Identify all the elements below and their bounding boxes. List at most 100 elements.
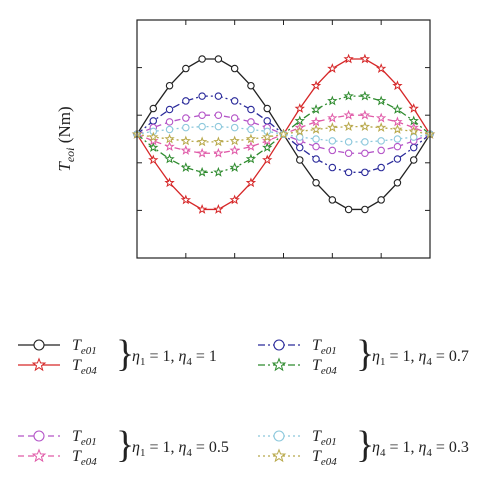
legend-eq-symbol: η bbox=[178, 348, 186, 365]
data-point bbox=[361, 205, 369, 214]
legend-eq-symbol: η bbox=[132, 439, 140, 456]
data-point bbox=[180, 194, 191, 205]
data-point bbox=[408, 103, 419, 113]
data-point bbox=[359, 121, 371, 132]
data-point bbox=[229, 194, 240, 205]
data-point bbox=[409, 133, 418, 141]
data-point bbox=[230, 97, 239, 105]
data-point bbox=[328, 137, 337, 145]
data-point bbox=[262, 135, 273, 146]
legend-brace: } bbox=[356, 424, 374, 466]
data-point bbox=[164, 153, 175, 164]
legend-symbol-subscript: e01 bbox=[321, 436, 337, 448]
legend-marker bbox=[273, 430, 285, 442]
legend-eq-text: = 1, bbox=[385, 348, 418, 365]
data-point bbox=[213, 147, 224, 158]
legend-marker bbox=[31, 357, 47, 372]
data-point bbox=[393, 142, 402, 151]
data-point bbox=[393, 155, 402, 163]
data-point bbox=[343, 90, 354, 101]
data-point bbox=[214, 92, 223, 100]
data-point bbox=[164, 177, 175, 188]
legend-eq-symbol: η bbox=[372, 439, 380, 456]
data-point bbox=[344, 168, 353, 177]
series-te01-group1 bbox=[133, 55, 434, 214]
data-point bbox=[343, 121, 354, 132]
legend-eq-text: = 1 bbox=[192, 348, 217, 365]
data-point bbox=[198, 122, 206, 131]
legend-eq-subscript: 1 bbox=[380, 356, 386, 368]
legend-marker bbox=[33, 339, 45, 351]
series-te04-group4 bbox=[131, 121, 436, 147]
data-point bbox=[182, 64, 190, 73]
data-point bbox=[247, 81, 255, 90]
data-point bbox=[180, 144, 191, 155]
data-point bbox=[198, 111, 206, 119]
data-point bbox=[359, 109, 371, 120]
data-point bbox=[164, 133, 175, 144]
data-point bbox=[148, 135, 159, 146]
legend-symbol: Te04 bbox=[312, 357, 337, 377]
legend-brace: } bbox=[356, 333, 374, 375]
data-point bbox=[247, 105, 255, 114]
legend-marker bbox=[273, 339, 285, 351]
data-point bbox=[392, 116, 403, 127]
legend-symbol-main: T bbox=[72, 428, 82, 445]
legend-marker bbox=[33, 430, 45, 442]
data-point bbox=[214, 55, 223, 63]
data-point bbox=[213, 166, 224, 177]
legend-eq-symbol: η bbox=[372, 348, 380, 365]
plot-area bbox=[131, 53, 436, 214]
data-point bbox=[213, 204, 224, 214]
y-axis-title: Teoi (Nm) bbox=[55, 106, 77, 171]
data-point bbox=[361, 168, 369, 177]
data-point bbox=[328, 146, 337, 155]
legend-marker bbox=[271, 448, 287, 463]
data-point bbox=[262, 131, 273, 142]
data-point bbox=[148, 154, 159, 165]
data-point bbox=[343, 109, 354, 120]
data-point bbox=[310, 124, 322, 134]
data-point bbox=[409, 143, 418, 152]
data-point bbox=[247, 118, 255, 126]
data-point bbox=[229, 135, 240, 146]
legend-eq-subscript: 4 bbox=[186, 447, 192, 459]
data-point bbox=[196, 166, 208, 177]
data-point bbox=[196, 147, 208, 158]
data-point bbox=[312, 179, 320, 187]
data-point bbox=[327, 112, 338, 123]
legend-marker bbox=[271, 357, 287, 372]
legend-eq-symbol: η bbox=[178, 439, 186, 456]
data-point bbox=[148, 142, 159, 152]
data-point bbox=[182, 123, 190, 132]
data-point bbox=[310, 80, 322, 91]
legend-symbol-subscript: e04 bbox=[81, 456, 97, 468]
data-point bbox=[393, 179, 402, 187]
legend-symbol-main: T bbox=[72, 448, 82, 465]
data-point bbox=[377, 196, 385, 204]
data-point bbox=[327, 95, 338, 106]
data-point bbox=[344, 138, 353, 146]
legend-symbol: Te04 bbox=[312, 448, 337, 468]
data-point bbox=[247, 125, 255, 134]
data-point bbox=[229, 162, 240, 172]
legend-brace: } bbox=[116, 333, 134, 375]
data-point bbox=[344, 205, 353, 214]
data-point bbox=[393, 135, 402, 143]
data-point bbox=[149, 104, 158, 113]
legend-eq-text: = 1, bbox=[145, 348, 178, 365]
data-point bbox=[149, 117, 158, 125]
legend-symbol-main: T bbox=[312, 337, 322, 354]
data-point bbox=[361, 149, 369, 158]
data-point bbox=[165, 105, 174, 114]
legend-eq-symbol: η bbox=[418, 348, 426, 365]
data-point bbox=[230, 123, 239, 132]
data-point bbox=[182, 97, 190, 105]
legend-equation: η1 = 1, η4 = 0.7 bbox=[372, 348, 469, 368]
data-point bbox=[409, 156, 418, 164]
axes: Teoi (Nm) bbox=[55, 19, 431, 259]
